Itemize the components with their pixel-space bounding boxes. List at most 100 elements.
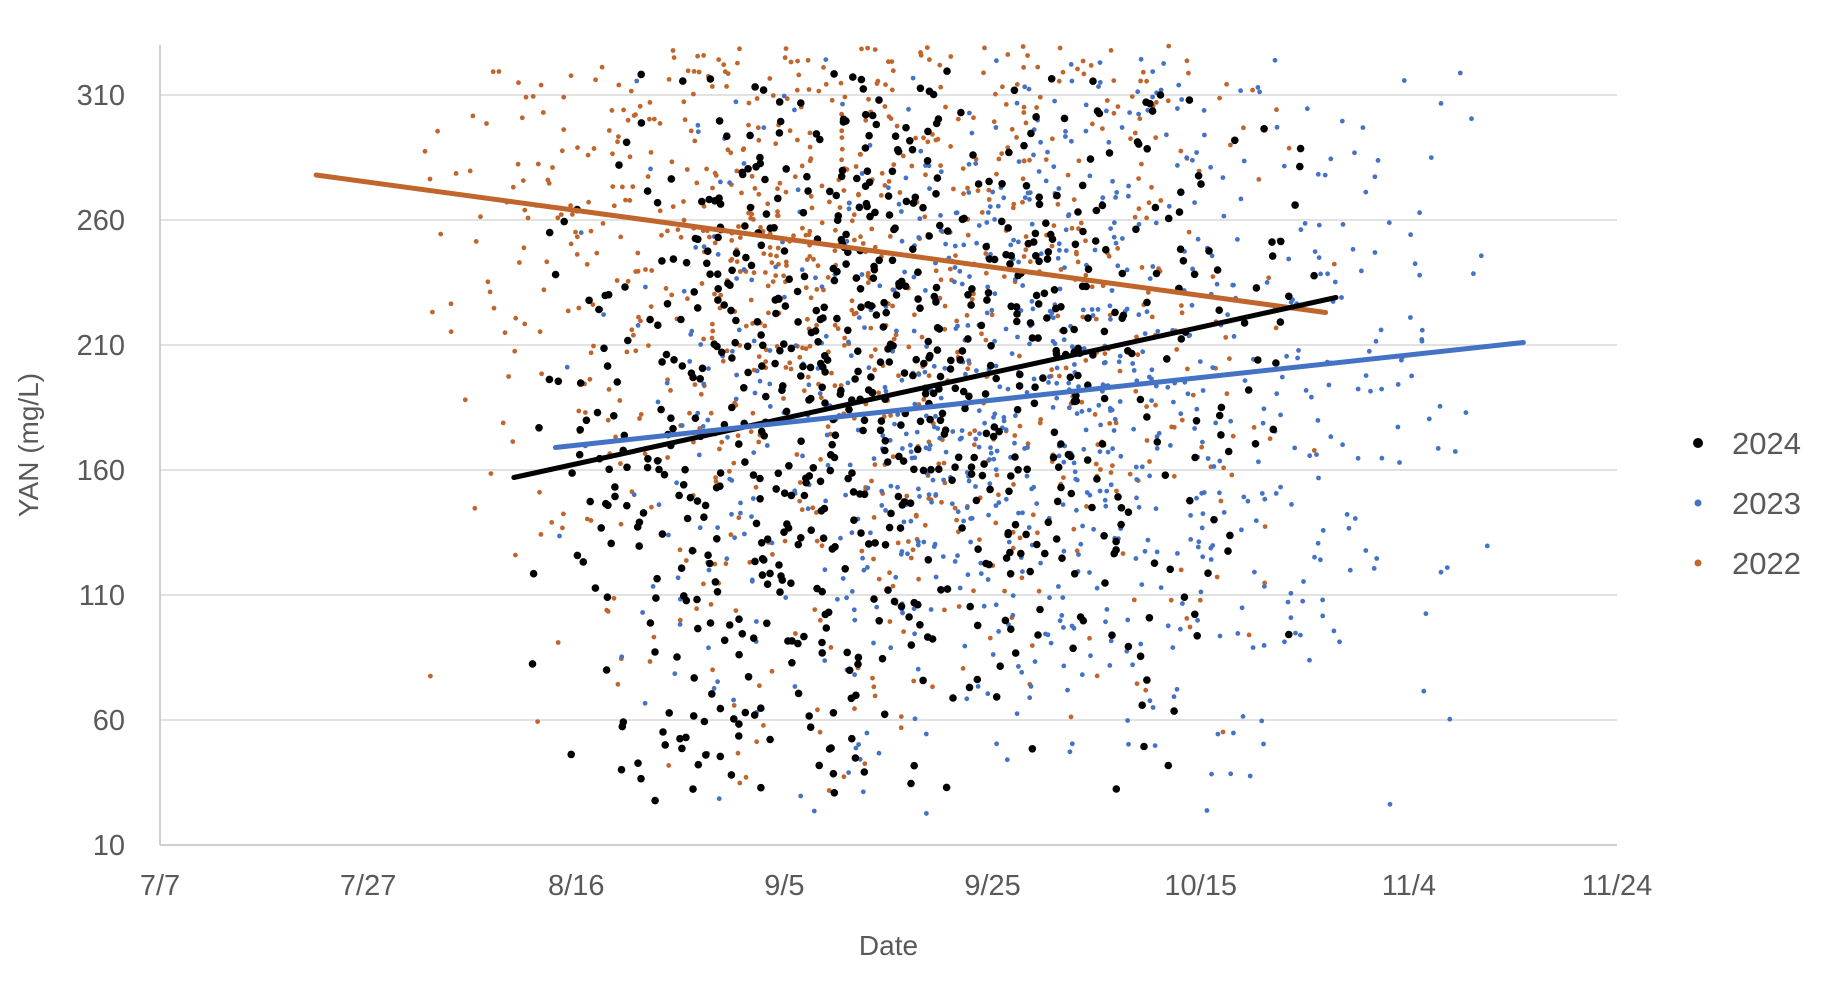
data-point — [1101, 360, 1107, 366]
data-point — [628, 88, 634, 94]
data-point — [757, 378, 763, 384]
data-point — [1176, 245, 1185, 253]
data-point — [797, 534, 805, 542]
data-point — [540, 110, 546, 115]
data-point — [675, 575, 681, 581]
data-point — [510, 439, 516, 444]
data-point — [1221, 510, 1227, 515]
data-point — [1084, 265, 1093, 274]
data-point — [496, 69, 502, 74]
data-point — [638, 318, 643, 324]
data-point — [805, 712, 813, 720]
data-point — [864, 730, 870, 736]
data-point — [881, 541, 890, 549]
data-point — [622, 138, 631, 147]
data-point — [914, 295, 922, 303]
data-point — [857, 75, 866, 84]
data-point — [716, 796, 722, 802]
data-point — [851, 375, 859, 383]
data-point — [808, 193, 814, 199]
data-point — [706, 645, 711, 651]
data-point — [916, 304, 924, 313]
data-point — [809, 205, 815, 211]
data-point — [1140, 69, 1146, 75]
data-point — [1148, 107, 1157, 115]
data-point — [808, 156, 814, 162]
data-point — [849, 307, 855, 313]
data-point — [757, 683, 762, 689]
data-point — [923, 445, 929, 451]
data-point — [981, 390, 990, 398]
data-point — [757, 539, 766, 547]
data-point — [868, 388, 877, 397]
data-point — [488, 471, 494, 476]
data-point — [1421, 688, 1427, 694]
data-point — [1106, 139, 1112, 145]
data-point — [1267, 436, 1273, 442]
data-point — [1022, 182, 1031, 190]
data-point — [883, 458, 892, 466]
data-point — [918, 148, 924, 154]
data-point — [937, 62, 943, 68]
data-point — [1103, 619, 1108, 625]
data-point — [1296, 348, 1301, 353]
data-point — [954, 318, 960, 324]
data-point — [858, 234, 863, 240]
data-point — [634, 759, 642, 767]
data-point — [700, 513, 708, 521]
data-point — [956, 356, 964, 364]
data-point — [1056, 584, 1061, 589]
data-point — [931, 363, 937, 369]
data-point — [830, 789, 839, 797]
data-point — [644, 455, 652, 463]
data-point — [1355, 386, 1361, 392]
data-point — [1100, 126, 1105, 131]
data-point — [681, 199, 686, 204]
data-point — [1075, 66, 1080, 72]
data-point — [1143, 145, 1151, 153]
data-point — [1149, 367, 1155, 373]
data-point — [735, 732, 743, 740]
data-point — [668, 388, 673, 393]
data-point — [885, 523, 894, 532]
data-point — [670, 48, 676, 53]
data-point — [927, 57, 932, 62]
data-point — [1240, 319, 1249, 327]
data-point — [751, 270, 757, 276]
data-point — [1050, 405, 1056, 410]
data-point — [1147, 698, 1153, 704]
data-point — [950, 429, 956, 434]
data-point — [1145, 290, 1151, 295]
data-point — [835, 596, 840, 602]
data-point — [967, 431, 973, 437]
x-tick-label: 11/24 — [1582, 870, 1652, 902]
data-point — [908, 518, 914, 524]
data-point — [974, 368, 979, 374]
data-point — [925, 232, 933, 240]
data-point — [953, 210, 959, 216]
data-point — [1020, 199, 1025, 205]
data-point — [886, 179, 892, 184]
data-point — [990, 652, 996, 657]
data-point — [900, 153, 906, 159]
data-point — [1229, 472, 1235, 478]
data-point — [1057, 440, 1065, 448]
data-point — [1282, 639, 1287, 645]
data-point — [1344, 512, 1350, 517]
data-point — [813, 275, 818, 281]
data-point — [865, 540, 873, 548]
data-point — [861, 567, 867, 573]
data-point — [814, 287, 820, 292]
data-point — [1133, 388, 1139, 394]
data-point — [891, 162, 897, 168]
data-point — [637, 119, 646, 127]
data-point — [722, 69, 728, 75]
data-point — [753, 484, 759, 490]
data-point — [730, 348, 735, 354]
data-point — [916, 235, 922, 240]
data-point — [811, 808, 817, 814]
data-point — [1307, 657, 1312, 663]
data-point — [795, 137, 800, 143]
data-point — [690, 674, 698, 682]
